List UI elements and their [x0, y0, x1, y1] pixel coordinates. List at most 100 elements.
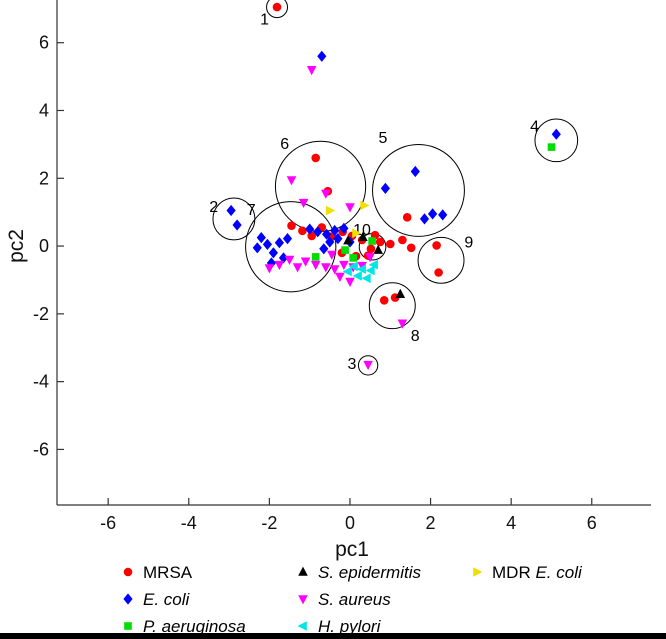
cluster-circle — [357, 355, 379, 376]
diamond-marker — [232, 219, 242, 231]
data-point — [311, 253, 320, 261]
data-point — [402, 213, 412, 222]
circle-marker — [123, 567, 133, 577]
circle-marker — [432, 241, 441, 250]
triangle-down-marker — [339, 260, 349, 271]
triangle-down-marker — [327, 250, 337, 260]
triangle-left-marker — [348, 261, 358, 272]
data-point — [341, 246, 349, 254]
triangle-down-marker — [298, 198, 309, 209]
data-point — [292, 263, 303, 273]
legend-label: S. aureus — [318, 590, 391, 609]
legend-label: P. aeruginosa — [143, 617, 246, 636]
diamond-marker — [438, 209, 448, 221]
data-point — [410, 165, 420, 178]
data-point — [365, 253, 375, 263]
data-point — [298, 198, 309, 209]
cluster-circle — [534, 118, 579, 163]
data-point — [264, 264, 275, 274]
data-point — [305, 223, 315, 235]
triangle-down-marker — [363, 360, 373, 371]
data-point — [352, 228, 362, 238]
diamond-marker — [313, 226, 323, 238]
y-axis-label: pc2 — [5, 229, 28, 263]
triangle-left-marker — [352, 271, 362, 281]
diamond-marker — [319, 243, 329, 255]
series-h-pylori — [342, 259, 378, 284]
data-point — [272, 2, 282, 12]
cluster-number: 6 — [280, 136, 289, 153]
cluster-circle — [245, 201, 337, 293]
triangle-left-marker — [368, 259, 378, 270]
cluster-number: 4 — [530, 119, 539, 136]
data-point — [342, 266, 352, 277]
circle-marker — [366, 244, 376, 254]
triangle-left-marker — [342, 266, 352, 277]
circle-marker — [298, 226, 307, 236]
legend-marker — [298, 595, 308, 605]
triangle-right-marker — [360, 200, 370, 211]
legend-marker — [473, 567, 483, 577]
triangle-down-marker — [310, 260, 321, 271]
data-point — [327, 250, 337, 260]
y-tick-label: 2 — [39, 168, 49, 188]
data-point — [298, 226, 307, 236]
data-point — [262, 238, 272, 250]
triangle-down-marker — [329, 265, 340, 275]
y-tick-label: -4 — [33, 372, 49, 392]
circle-marker — [398, 235, 407, 245]
data-point — [345, 277, 355, 287]
triangle-down-marker — [284, 255, 295, 265]
triangle-right-marker — [352, 228, 362, 238]
diamond-marker — [333, 233, 343, 245]
cluster-circle — [417, 236, 465, 284]
data-point — [284, 255, 295, 265]
data-point — [428, 208, 438, 220]
cluster-number: 5 — [379, 130, 388, 147]
diamond-marker — [123, 593, 133, 605]
legend: MRSA E. coli P. aeruginosa S. epidermitis S.… — [123, 563, 583, 636]
triangle-down-marker — [274, 260, 285, 271]
triangle-down-marker — [335, 272, 345, 282]
cluster-circle — [368, 282, 416, 330]
series-p-aeruginosa — [311, 143, 556, 262]
triangle-up-marker — [358, 231, 368, 241]
data-point — [375, 237, 385, 247]
square-marker — [349, 254, 357, 262]
series-mdr-e-coli — [326, 200, 370, 238]
series-e-coli — [226, 50, 561, 269]
circle-marker — [402, 213, 412, 222]
triangle-down-marker — [397, 319, 408, 329]
data-point — [226, 204, 236, 217]
data-point — [325, 236, 335, 248]
data-point — [313, 226, 323, 238]
diamond-marker — [551, 128, 561, 140]
data-point — [311, 153, 320, 163]
data-point — [287, 221, 296, 230]
data-point — [330, 224, 340, 237]
data-point — [274, 237, 284, 249]
triangle-down-marker — [292, 263, 303, 273]
data-point — [373, 244, 383, 254]
data-point — [366, 244, 376, 254]
square-marker — [368, 237, 376, 245]
triangle-down-marker — [321, 189, 331, 199]
data-point — [266, 257, 276, 269]
cluster-number: 9 — [464, 234, 473, 251]
triangle-left-marker — [365, 265, 375, 276]
data-point — [310, 260, 321, 271]
data-point — [339, 260, 349, 271]
diamond-marker — [305, 223, 315, 235]
diamond-marker — [268, 247, 278, 259]
diamond-marker — [410, 165, 420, 178]
triangle-left-marker — [361, 273, 371, 284]
square-marker — [124, 622, 132, 630]
diamond-marker — [339, 222, 349, 234]
data-point — [321, 263, 331, 273]
triangle-down-marker — [321, 263, 331, 273]
x-tick-label: -2 — [261, 513, 277, 533]
square-marker — [341, 246, 349, 254]
data-point — [397, 319, 408, 329]
circle-marker — [375, 237, 385, 247]
